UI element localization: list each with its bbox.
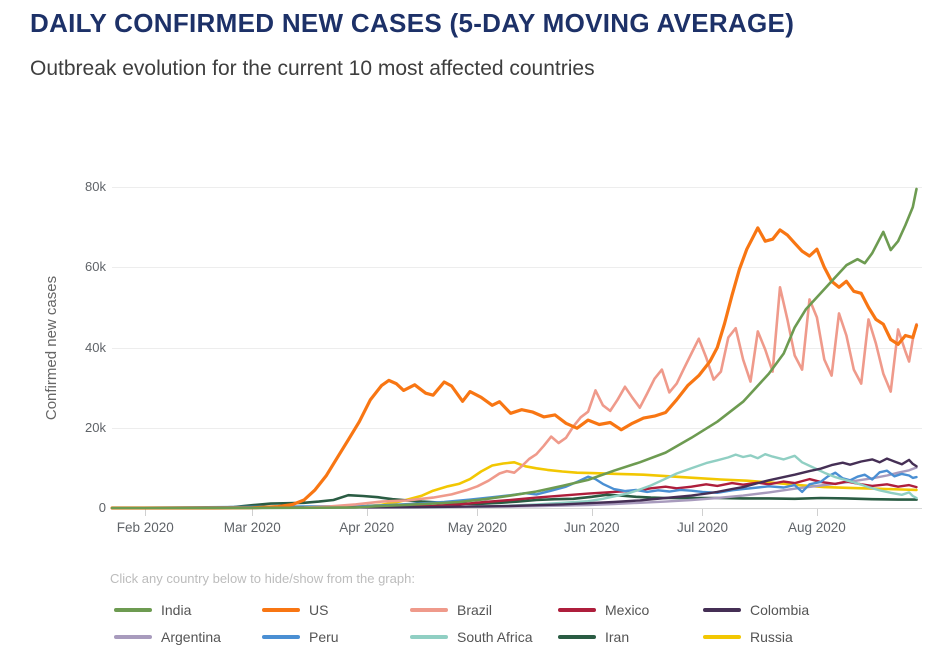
series-line-iran <box>110 493 918 510</box>
legend-item-label: Mexico <box>605 602 650 618</box>
legend-item-label: Peru <box>309 629 339 645</box>
mexico-color-swatch <box>558 608 596 612</box>
y-tick-label: 80k <box>85 179 106 194</box>
legend-item-us[interactable]: US <box>262 601 410 619</box>
legend-item-mexico[interactable]: Mexico <box>558 601 703 619</box>
legend-item-argentina[interactable]: Argentina <box>114 628 262 646</box>
x-tick-label: Apr 2020 <box>339 520 395 535</box>
legend-item-peru[interactable]: Peru <box>262 628 410 646</box>
x-tick-mark <box>702 509 704 516</box>
peru-color-swatch <box>262 635 300 639</box>
colombia-color-swatch <box>703 608 741 612</box>
x-tick-label: May 2020 <box>447 520 508 535</box>
series-line-india <box>110 187 918 510</box>
gridline <box>112 427 922 429</box>
x-tick-label: Jun 2020 <box>564 520 620 535</box>
us-color-swatch <box>262 608 300 612</box>
legend-item-label: Russia <box>750 629 793 645</box>
legend-item-label: Iran <box>605 629 630 645</box>
x-tick-mark <box>477 509 479 516</box>
legend-hint: Click any country below to hide/show fro… <box>110 571 415 586</box>
legend-item-label: US <box>309 602 329 618</box>
series-line-brazil <box>110 285 918 510</box>
russia-color-swatch <box>703 635 741 639</box>
y-tick-label: 20k <box>85 419 106 435</box>
legend-item-label: Colombia <box>750 602 810 618</box>
south-africa-color-swatch <box>410 635 448 639</box>
series-line-us <box>110 226 919 510</box>
series-line-colombia <box>110 457 918 510</box>
india-color-swatch <box>114 608 152 612</box>
legend-item-label: Argentina <box>161 629 221 645</box>
legend-item-label: South Africa <box>457 629 533 645</box>
x-tick-mark <box>591 509 593 516</box>
series-line-south-africa <box>110 453 918 510</box>
legend-item-iran[interactable]: Iran <box>558 628 703 646</box>
gridline <box>112 267 922 269</box>
y-tick-label: 60k <box>85 259 106 275</box>
legend: India US Brazil Mexico Colombia Argentina Peru… <box>114 601 809 646</box>
series-line-russia <box>110 460 918 510</box>
gridline <box>112 187 922 188</box>
legend-item-south-africa[interactable]: South Africa <box>410 628 558 646</box>
argentina-color-swatch <box>114 635 152 639</box>
x-tick-mark <box>252 509 254 516</box>
x-axis-line <box>112 508 922 509</box>
x-tick-mark <box>816 509 818 516</box>
x-tick-label: Jul 2020 <box>676 520 728 535</box>
brazil-color-swatch <box>410 608 448 612</box>
legend-item-india[interactable]: India <box>114 601 262 619</box>
legend-item-russia[interactable]: Russia <box>703 628 809 646</box>
x-tick-label: Feb 2020 <box>116 520 174 535</box>
legend-item-colombia[interactable]: Colombia <box>703 601 809 619</box>
y-tick-label: 0 <box>98 500 106 515</box>
page-subtitle: Outbreak evolution for the current 10 mo… <box>30 57 595 80</box>
x-tick-mark <box>366 509 368 516</box>
x-tick-label: Aug 2020 <box>787 520 846 535</box>
y-tick-label: 40k <box>85 339 106 355</box>
gridline <box>112 347 922 349</box>
legend-item-label: Brazil <box>457 602 493 618</box>
legend-item-brazil[interactable]: Brazil <box>410 601 558 619</box>
legend-item-label: India <box>161 602 192 618</box>
x-tick-mark <box>145 509 147 516</box>
x-tick-label: Mar 2020 <box>223 520 281 535</box>
iran-color-swatch <box>558 635 596 639</box>
page-title: DAILY CONFIRMED NEW CASES (5-DAY MOVING … <box>30 8 795 38</box>
